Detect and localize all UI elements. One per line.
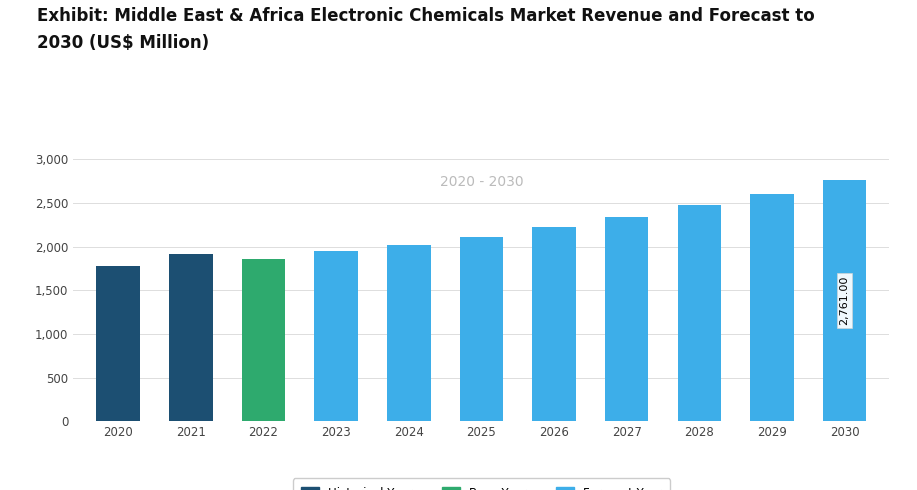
Bar [750,194,794,421]
Text: 2,761.00: 2,761.00 [840,276,850,325]
Text: 2030 (US$ Million): 2030 (US$ Million) [37,34,209,52]
Bar [532,227,576,421]
Text: Exhibit: Middle East & Africa Electronic Chemicals Market Revenue and Forecast t: Exhibit: Middle East & Africa Electronic… [37,7,814,25]
Bar [96,266,140,421]
Bar [387,245,431,421]
Bar [169,254,213,421]
Bar [678,205,721,421]
Bar [315,251,358,421]
Legend: Historical Year, Base Year, Forecast Year: Historical Year, Base Year, Forecast Yea… [293,478,670,490]
Bar [823,180,867,421]
Text: 2020 - 2030: 2020 - 2030 [439,175,524,189]
Bar [605,217,648,421]
Bar [242,259,285,421]
Bar [459,237,503,421]
